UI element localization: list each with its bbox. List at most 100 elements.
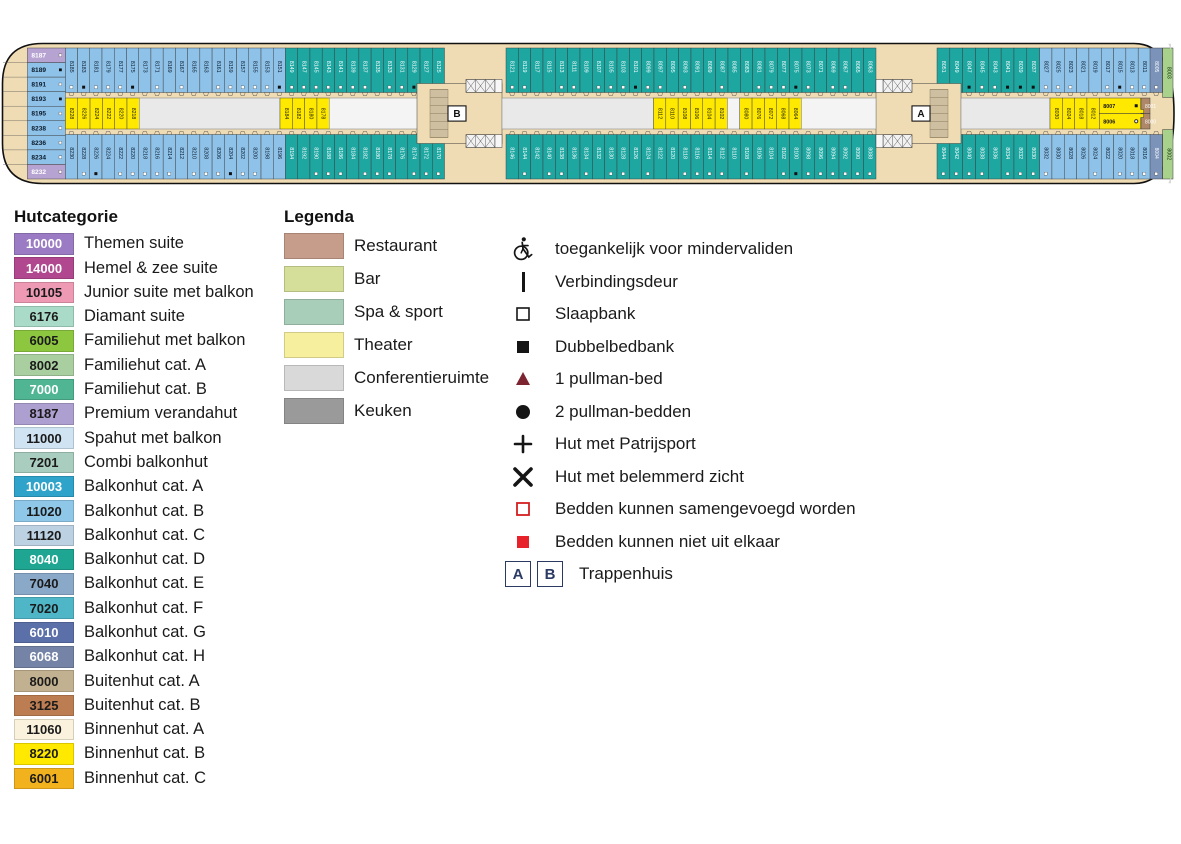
svg-text:8024: 8024 [1092, 147, 1098, 159]
svg-text:8113: 8113 [558, 61, 564, 73]
svg-text:8236: 8236 [31, 140, 46, 147]
svg-text:8187: 8187 [31, 53, 46, 60]
svg-text:8114: 8114 [706, 147, 712, 159]
svg-text:8206: 8206 [215, 147, 221, 159]
svg-text:A: A [917, 109, 924, 120]
svg-text:8204: 8204 [227, 147, 233, 159]
svg-text:8023: 8023 [1067, 61, 1073, 73]
svg-text:8026: 8026 [1079, 147, 1085, 159]
svg-text:8131: 8131 [398, 61, 404, 73]
svg-text:8218: 8218 [141, 147, 147, 159]
svg-text:8005: 8005 [1153, 61, 1159, 72]
svg-text:8015: 8015 [1116, 61, 1122, 73]
svg-text:8106: 8106 [755, 147, 761, 159]
svg-text:8155: 8155 [251, 61, 257, 73]
svg-text:8018: 8018 [1077, 108, 1083, 120]
svg-text:8174: 8174 [410, 147, 416, 159]
svg-text:8230: 8230 [68, 147, 74, 159]
svg-text:8161: 8161 [215, 61, 221, 73]
svg-text:8180: 8180 [374, 147, 380, 159]
svg-text:8181: 8181 [92, 61, 98, 73]
svg-text:8073: 8073 [805, 61, 811, 73]
svg-text:8149: 8149 [288, 61, 294, 73]
svg-text:8020: 8020 [1116, 147, 1122, 159]
svg-text:8027: 8027 [1042, 61, 1048, 73]
svg-text:8180: 8180 [307, 108, 313, 120]
svg-text:8196: 8196 [276, 147, 282, 159]
svg-text:8116: 8116 [694, 147, 700, 159]
svg-text:8079: 8079 [768, 61, 774, 73]
svg-text:8151: 8151 [276, 61, 282, 73]
svg-text:8193: 8193 [31, 96, 46, 103]
svg-text:8170: 8170 [435, 147, 441, 159]
svg-text:8142: 8142 [533, 147, 539, 159]
svg-text:8188: 8188 [325, 147, 331, 159]
svg-text:8220: 8220 [129, 147, 135, 159]
svg-text:8111: 8111 [570, 61, 576, 72]
svg-text:8185: 8185 [68, 61, 74, 73]
svg-text:8099: 8099 [644, 61, 650, 73]
svg-text:8092: 8092 [842, 147, 848, 159]
svg-text:8041: 8041 [1004, 61, 1010, 73]
svg-text:8133: 8133 [386, 61, 392, 73]
svg-text:8067: 8067 [842, 61, 848, 73]
svg-text:8132: 8132 [595, 147, 601, 159]
svg-text:8064: 8064 [792, 108, 798, 120]
svg-text:8013: 8013 [1129, 61, 1135, 73]
svg-text:8016: 8016 [1141, 147, 1147, 159]
svg-text:8007: 8007 [1103, 104, 1115, 110]
svg-text:8040: 8040 [966, 147, 972, 159]
svg-text:8130: 8130 [607, 147, 613, 159]
svg-text:8030: 8030 [1053, 108, 1059, 120]
svg-text:8106: 8106 [693, 108, 699, 120]
svg-text:8145: 8145 [313, 61, 319, 73]
svg-text:8147: 8147 [300, 61, 306, 73]
svg-text:8011: 8011 [1141, 61, 1147, 73]
svg-text:8141: 8141 [337, 61, 343, 73]
svg-text:8039: 8039 [1017, 61, 1023, 73]
svg-text:8222: 8222 [117, 147, 123, 159]
svg-text:8169: 8169 [166, 61, 172, 73]
svg-text:8038: 8038 [978, 147, 984, 159]
svg-text:8002: 8002 [1166, 148, 1172, 160]
svg-text:8102: 8102 [780, 147, 786, 159]
svg-text:8124: 8124 [644, 147, 650, 159]
svg-text:8017: 8017 [1104, 61, 1110, 73]
svg-text:8226: 8226 [92, 147, 98, 159]
svg-text:8110: 8110 [669, 108, 675, 119]
svg-text:8091: 8091 [694, 61, 700, 73]
svg-text:8030: 8030 [1055, 147, 1061, 159]
svg-text:8100: 8100 [792, 147, 798, 159]
svg-text:8019: 8019 [1092, 61, 1098, 73]
svg-text:8178: 8178 [386, 147, 392, 159]
svg-text:8107: 8107 [595, 61, 601, 73]
svg-text:8044: 8044 [940, 147, 946, 159]
svg-text:8194: 8194 [288, 147, 294, 159]
svg-text:8220: 8220 [117, 108, 123, 120]
svg-text:8001: 8001 [1145, 104, 1156, 110]
svg-text:8006: 8006 [1103, 119, 1115, 125]
svg-text:8190: 8190 [313, 147, 319, 159]
svg-text:8208: 8208 [203, 147, 209, 159]
svg-text:8042: 8042 [953, 147, 959, 159]
svg-text:8146: 8146 [509, 147, 515, 159]
svg-text:8068: 8068 [779, 108, 785, 120]
svg-text:8101: 8101 [632, 61, 638, 73]
svg-text:8025: 8025 [1055, 61, 1061, 73]
svg-text:8022: 8022 [1104, 147, 1110, 159]
svg-text:8176: 8176 [398, 147, 404, 159]
svg-text:8028: 8028 [1067, 147, 1073, 159]
svg-text:8232: 8232 [31, 169, 46, 176]
svg-text:8186: 8186 [337, 147, 343, 159]
svg-text:8047: 8047 [966, 61, 972, 73]
svg-text:8122: 8122 [657, 147, 663, 159]
svg-text:8034: 8034 [1004, 147, 1010, 159]
svg-text:8120: 8120 [669, 147, 675, 159]
svg-text:8083: 8083 [743, 61, 749, 73]
svg-text:8036: 8036 [991, 147, 997, 159]
svg-text:8135: 8135 [374, 61, 380, 73]
svg-text:8167: 8167 [178, 61, 184, 73]
svg-text:8018: 8018 [1129, 147, 1135, 159]
svg-text:8126: 8126 [632, 147, 638, 159]
svg-text:8228: 8228 [68, 108, 74, 120]
